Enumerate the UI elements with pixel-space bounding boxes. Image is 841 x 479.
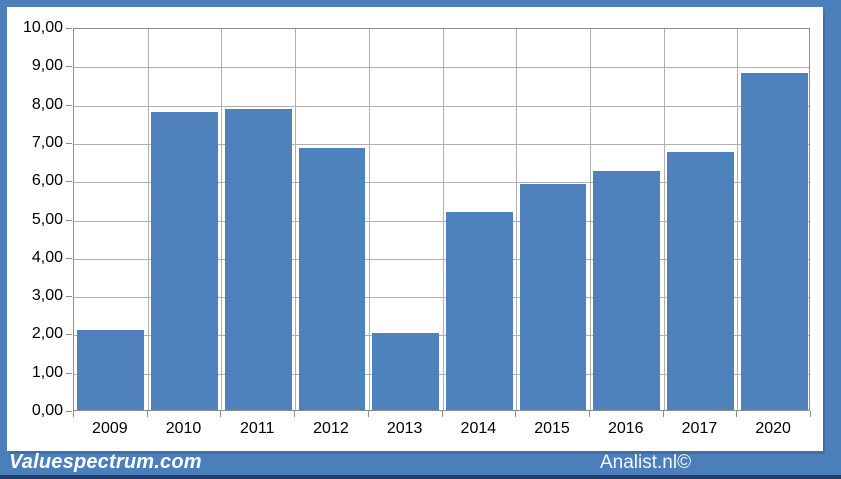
x-tick-label: 2011 — [240, 420, 275, 437]
plot-area — [73, 28, 810, 411]
horizontal-gridline — [74, 258, 809, 260]
vertical-gridline — [442, 29, 444, 410]
horizontal-gridline — [74, 220, 809, 222]
y-tick-mark — [66, 66, 72, 68]
bar-2010 — [151, 111, 218, 410]
x-tick-mark — [515, 411, 517, 417]
y-tick-label: 7,00 — [31, 133, 63, 151]
y-tick-mark — [66, 411, 72, 412]
x-tick-label: 2013 — [386, 420, 423, 437]
horizontal-gridline — [74, 373, 809, 375]
x-tick-mark — [736, 411, 738, 417]
y-tick-mark — [66, 181, 72, 183]
analist-credit: Analist.nl© — [600, 452, 692, 473]
bar-2014 — [445, 212, 513, 410]
y-tick-mark — [66, 372, 72, 374]
x-tick-label: 2012 — [313, 420, 349, 437]
x-tick-mark — [73, 411, 74, 417]
bar-2020 — [740, 73, 808, 410]
x-tick-mark — [441, 411, 443, 417]
x-tick-label: 2020 — [755, 420, 791, 437]
y-tick-label: 4,00 — [31, 248, 63, 266]
y-tick-mark — [66, 28, 72, 29]
x-tick-label: 2009 — [92, 420, 128, 437]
bottom-accent-strip — [0, 475, 841, 479]
horizontal-gridline — [74, 335, 809, 337]
x-tick-label: 2010 — [165, 420, 202, 437]
horizontal-gridline — [74, 67, 809, 69]
y-tick-mark — [66, 219, 72, 221]
x-tick-label: 2016 — [607, 420, 644, 437]
vertical-gridline — [589, 29, 591, 410]
bar-2012 — [298, 148, 366, 410]
horizontal-gridline — [74, 105, 809, 107]
vertical-gridline — [737, 29, 739, 410]
bar-2009 — [77, 330, 145, 410]
y-tick-label: 3,00 — [31, 287, 63, 305]
vertical-gridline — [295, 29, 297, 410]
vertical-gridline — [663, 29, 665, 410]
y-tick-label: 1,00 — [31, 363, 63, 381]
x-tick-mark — [220, 411, 222, 417]
y-tick-mark — [66, 296, 72, 298]
bar-2016 — [593, 170, 661, 410]
valuespectrum-brand: Valuespectrum.com — [9, 451, 202, 473]
vertical-gridline — [221, 29, 223, 410]
y-tick-label: 6,00 — [31, 172, 63, 190]
y-tick-label: 10,00 — [22, 19, 63, 36]
y-tick-label: 0,00 — [31, 402, 63, 419]
vertical-gridline — [147, 29, 149, 410]
x-tick-label: 2015 — [534, 420, 570, 437]
horizontal-gridline — [74, 182, 809, 184]
horizontal-gridline — [74, 297, 809, 299]
bar-2013 — [372, 332, 440, 410]
x-tick-mark — [294, 411, 296, 417]
x-tick-mark — [662, 411, 664, 417]
vertical-gridline — [516, 29, 518, 410]
y-axis-labels: 0,00 1,00 2,00 3,00 4,00 5,00 6,00 7,00 8,00 9,00… — [7, 19, 63, 419]
y-tick-mark — [66, 257, 72, 259]
bar-2011 — [224, 108, 292, 410]
x-tick-mark — [146, 411, 148, 417]
x-tick-label: 2017 — [681, 420, 718, 437]
y-tick-label: 5,00 — [31, 210, 63, 228]
bar-2017 — [667, 151, 734, 410]
x-tick-mark — [588, 411, 590, 417]
y-tick-label: 2,00 — [31, 325, 63, 343]
bar-2015 — [519, 184, 587, 410]
x-axis-labels: 2009 2010 2011 2012 2013 2014 2015 2016 2017 2020 — [73, 417, 810, 441]
vertical-gridline — [368, 29, 370, 410]
y-tick-mark — [66, 142, 72, 144]
x-tick-label: 2014 — [460, 420, 497, 437]
y-tick-label: 8,00 — [31, 95, 63, 113]
y-tick-mark — [66, 334, 72, 336]
horizontal-gridline — [74, 143, 809, 145]
chart-panel: 0,00 1,00 2,00 3,00 4,00 5,00 6,00 7,00 8,00 9,00… — [7, 7, 823, 451]
y-tick-mark — [66, 104, 72, 106]
x-tick-mark — [810, 411, 811, 417]
x-tick-mark — [367, 411, 369, 417]
y-tick-label: 9,00 — [31, 57, 63, 75]
